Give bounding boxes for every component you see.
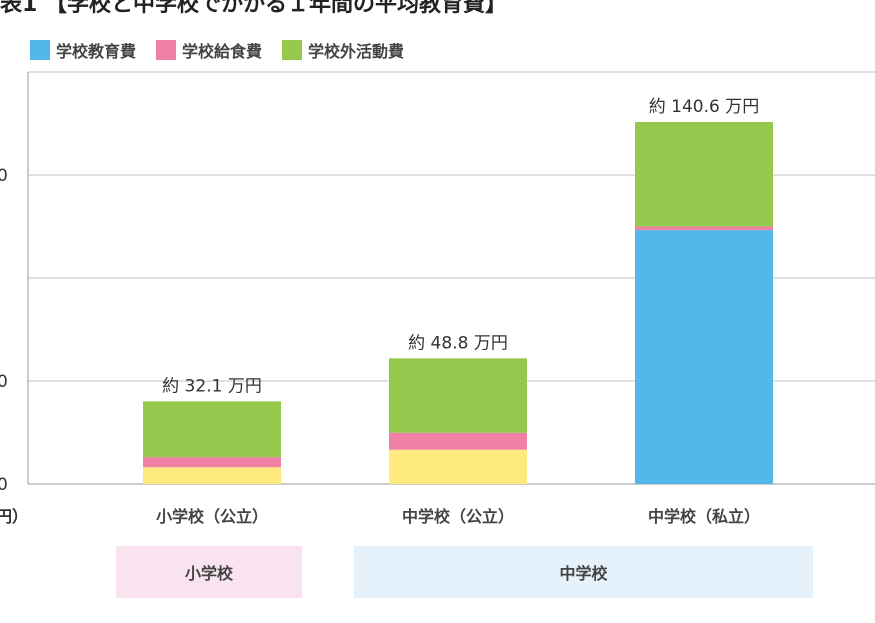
bar-segment: [635, 226, 773, 231]
x-tick-label: 中学校（公立）: [402, 507, 514, 526]
bar-segment: [143, 457, 281, 468]
legend-swatch-blue: [30, 40, 50, 60]
y-tick-label: 0: [0, 372, 8, 392]
group-label-junior-high: 中学校: [354, 546, 813, 598]
bar-segment: [143, 467, 281, 484]
x-tick-label: 中学校（私立）: [648, 507, 760, 526]
x-tick-label: 小学校（公立）: [156, 507, 268, 526]
group-label-text: 中学校: [559, 564, 608, 583]
bar-segment: [635, 121, 773, 227]
data-label: 約 32.1 万円: [162, 376, 262, 396]
legend: 学校教育費 学校給食費 学校外活動費: [30, 38, 404, 62]
legend-label: 学校給食費: [182, 42, 263, 61]
legend-swatch-green: [282, 40, 303, 60]
bar-segment: [389, 432, 527, 450]
chart-title: 表1 【学校と中学校でかかる１年間の平均教育費】: [0, 0, 507, 17]
legend-item-school-education: 学校教育費: [30, 38, 136, 62]
legend-label: 学校教育費: [56, 42, 137, 61]
group-label-text: 小学校: [184, 564, 233, 583]
bar-segment: [143, 401, 281, 458]
data-label: 約 48.8 万円: [408, 333, 508, 353]
legend-swatch-pink: [156, 40, 177, 60]
bar-segment: [389, 449, 527, 484]
y-tick-label: 0: [0, 166, 8, 186]
group-label-elementary: 小学校: [116, 546, 302, 598]
y-unit-label: 円）: [0, 507, 28, 526]
legend-item-outside-activity: 学校外活動費: [282, 38, 404, 62]
legend-label: 学校外活動費: [308, 42, 405, 61]
bar-segment: [635, 230, 773, 484]
data-label: 約 140.6 万円: [649, 97, 759, 117]
legend-item-school-lunch: 学校給食費: [156, 38, 262, 62]
y-tick-label: 0: [0, 475, 8, 495]
bar-segment: [389, 358, 527, 433]
